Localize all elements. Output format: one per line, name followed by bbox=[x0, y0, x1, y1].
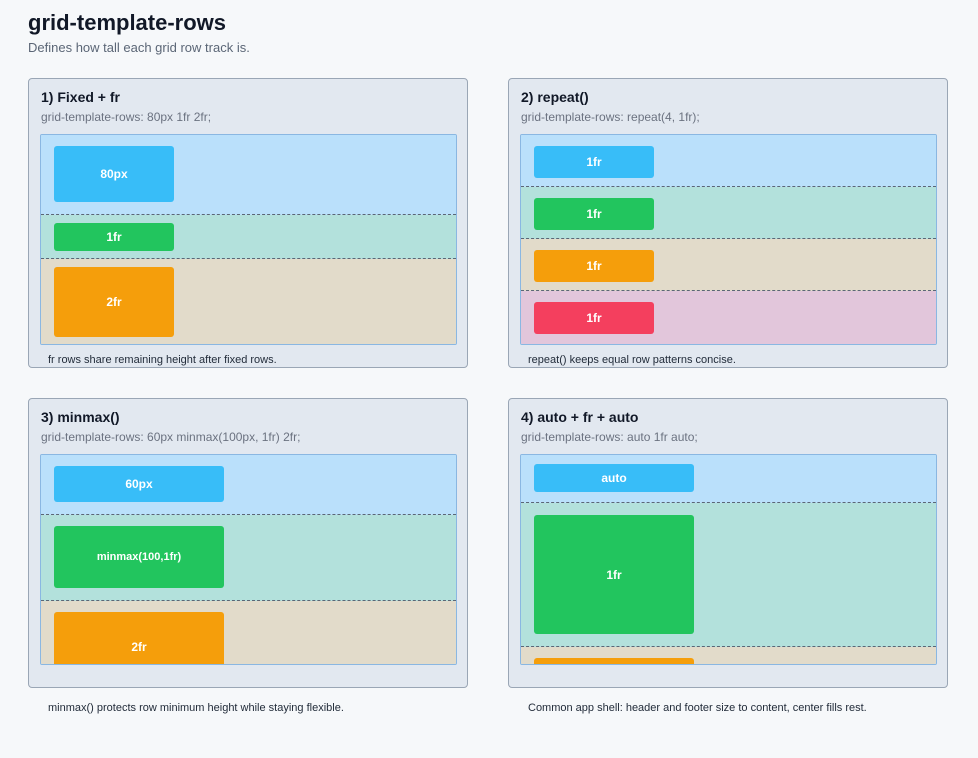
card-note: Common app shell: header and footer size… bbox=[528, 702, 867, 714]
grid-row: 1fr bbox=[521, 503, 936, 647]
grid-row: auto bbox=[521, 647, 936, 664]
grid-cell: 2fr bbox=[54, 267, 174, 337]
grid-cell: auto bbox=[534, 464, 694, 492]
card-code: grid-template-rows: auto 1fr auto; bbox=[521, 430, 698, 444]
grid-demo: 60px minmax(100,1fr) 2fr bbox=[40, 454, 457, 665]
page-subtitle: Defines how tall each grid row track is. bbox=[28, 40, 250, 55]
grid-row: 1fr bbox=[521, 135, 936, 187]
card-title: 3) minmax() bbox=[41, 409, 120, 425]
grid-cell: 1fr bbox=[534, 250, 654, 282]
grid-row: auto bbox=[521, 455, 936, 503]
grid-row: 1fr bbox=[521, 187, 936, 239]
card-fixed-fr: 1) Fixed + fr grid-template-rows: 80px 1… bbox=[28, 78, 468, 368]
grid-demo: 80px 1fr 2fr bbox=[40, 134, 457, 345]
page-title: grid-template-rows bbox=[28, 10, 227, 35]
grid-cell: 1fr bbox=[534, 198, 654, 230]
grid-cell: 1fr bbox=[534, 515, 694, 634]
grid-row: 2fr bbox=[41, 259, 456, 344]
grid-cell: 1fr bbox=[534, 302, 654, 334]
card-auto-fr-auto: 4) auto + fr + auto grid-template-rows: … bbox=[508, 398, 948, 714]
card-repeat: 2) repeat() grid-template-rows: repeat(4… bbox=[508, 78, 948, 368]
grid-cell: minmax(100,1fr) bbox=[54, 526, 224, 588]
grid-demo: auto 1fr auto bbox=[520, 454, 937, 665]
card-code: grid-template-rows: 60px minmax(100px, 1… bbox=[41, 430, 301, 444]
grid-demo: 1fr 1fr 1fr 1fr bbox=[520, 134, 937, 345]
card-note: minmax() protects row minimum height whi… bbox=[48, 702, 344, 714]
grid-cell: 1fr bbox=[534, 146, 654, 178]
card-title: 4) auto + fr + auto bbox=[521, 409, 639, 425]
grid-cell: auto bbox=[534, 658, 694, 664]
grid-row: 2fr bbox=[41, 601, 456, 664]
grid-row: 80px bbox=[41, 135, 456, 215]
card-code: grid-template-rows: 80px 1fr 2fr; bbox=[41, 110, 212, 124]
grid-row: 1fr bbox=[41, 215, 456, 259]
card-code: grid-template-rows: repeat(4, 1fr); bbox=[521, 110, 700, 124]
card-note: fr rows share remaining height after fix… bbox=[48, 354, 277, 366]
grid-cell: 60px bbox=[54, 466, 224, 502]
grid-row: 60px bbox=[41, 455, 456, 515]
grid-row: minmax(100,1fr) bbox=[41, 515, 456, 601]
card-minmax: 3) minmax() grid-template-rows: 60px min… bbox=[28, 398, 468, 714]
grid-cell: 80px bbox=[54, 146, 174, 202]
card-title: 2) repeat() bbox=[521, 89, 589, 105]
grid-cell: 2fr bbox=[54, 612, 224, 664]
grid-row: 1fr bbox=[521, 291, 936, 344]
grid-cell: 1fr bbox=[54, 223, 174, 251]
card-title: 1) Fixed + fr bbox=[41, 89, 120, 105]
grid-row: 1fr bbox=[521, 239, 936, 291]
card-note: repeat() keeps equal row patterns concis… bbox=[528, 354, 736, 366]
